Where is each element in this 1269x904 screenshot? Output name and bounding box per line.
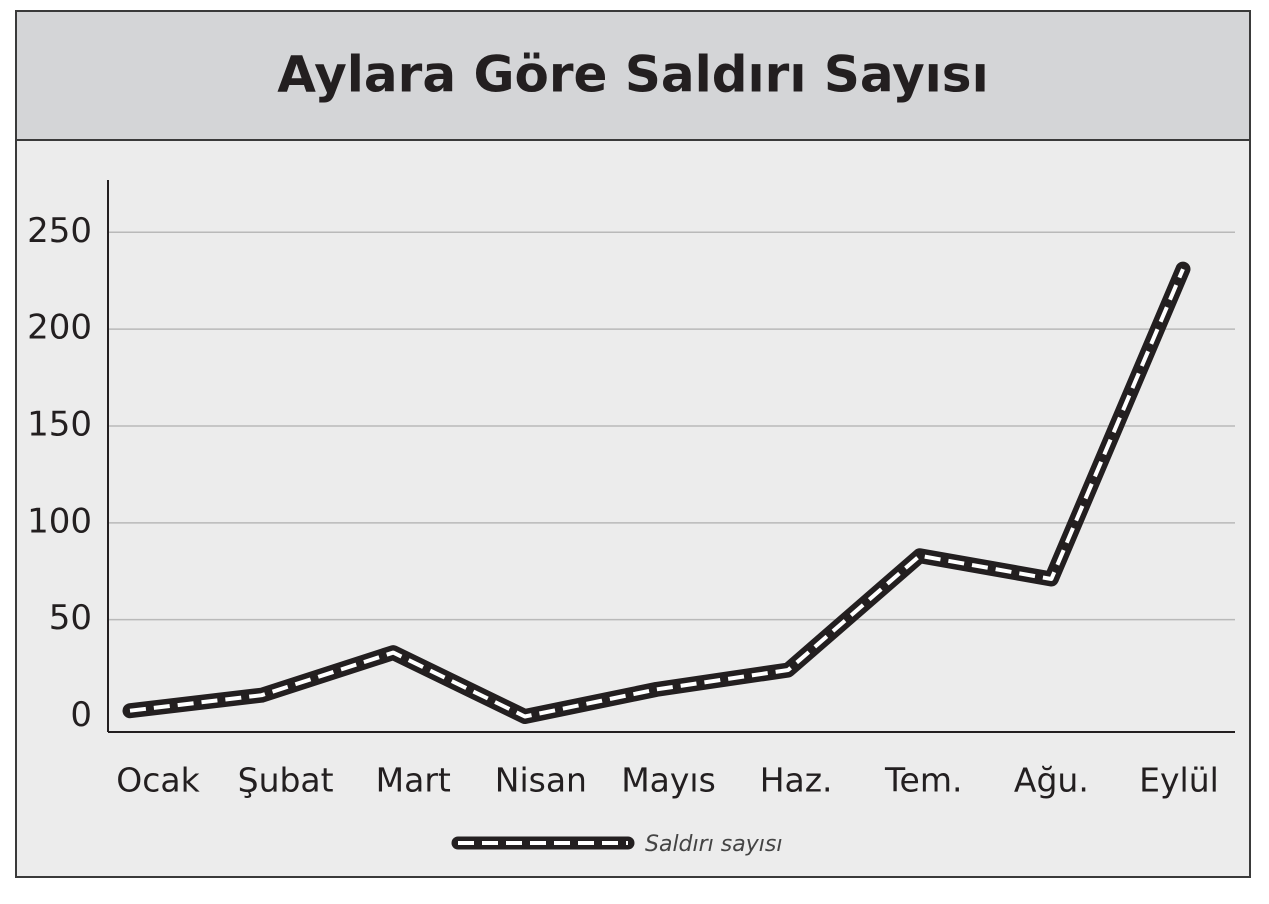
x-tick-label: Mayıs xyxy=(621,761,716,800)
title-band xyxy=(15,10,1251,141)
y-tick-label: 200 xyxy=(27,308,92,348)
x-tick-label: Haz. xyxy=(760,761,833,800)
y-tick-label: 250 xyxy=(27,211,92,251)
x-tick-label: Mart xyxy=(376,761,451,800)
legend-label: Saldırı sayısı xyxy=(645,832,782,857)
x-tick-label: Eylül xyxy=(1139,761,1219,800)
x-tick-label: Şubat xyxy=(238,761,334,800)
x-tick-label: Tem. xyxy=(884,761,963,800)
data-line-dash xyxy=(129,268,1185,719)
chart-title: Aylara Göre Saldırı Sayısı xyxy=(277,46,988,104)
y-tick-label: 0 xyxy=(70,695,92,735)
x-tick-label: Nisan xyxy=(495,761,587,800)
x-tick-label: Ağu. xyxy=(1014,761,1089,800)
y-tick-label: 50 xyxy=(49,598,92,638)
y-tick-label: 100 xyxy=(27,501,92,541)
y-tick-label: 150 xyxy=(27,404,92,444)
x-tick-label: Ocak xyxy=(116,761,200,800)
